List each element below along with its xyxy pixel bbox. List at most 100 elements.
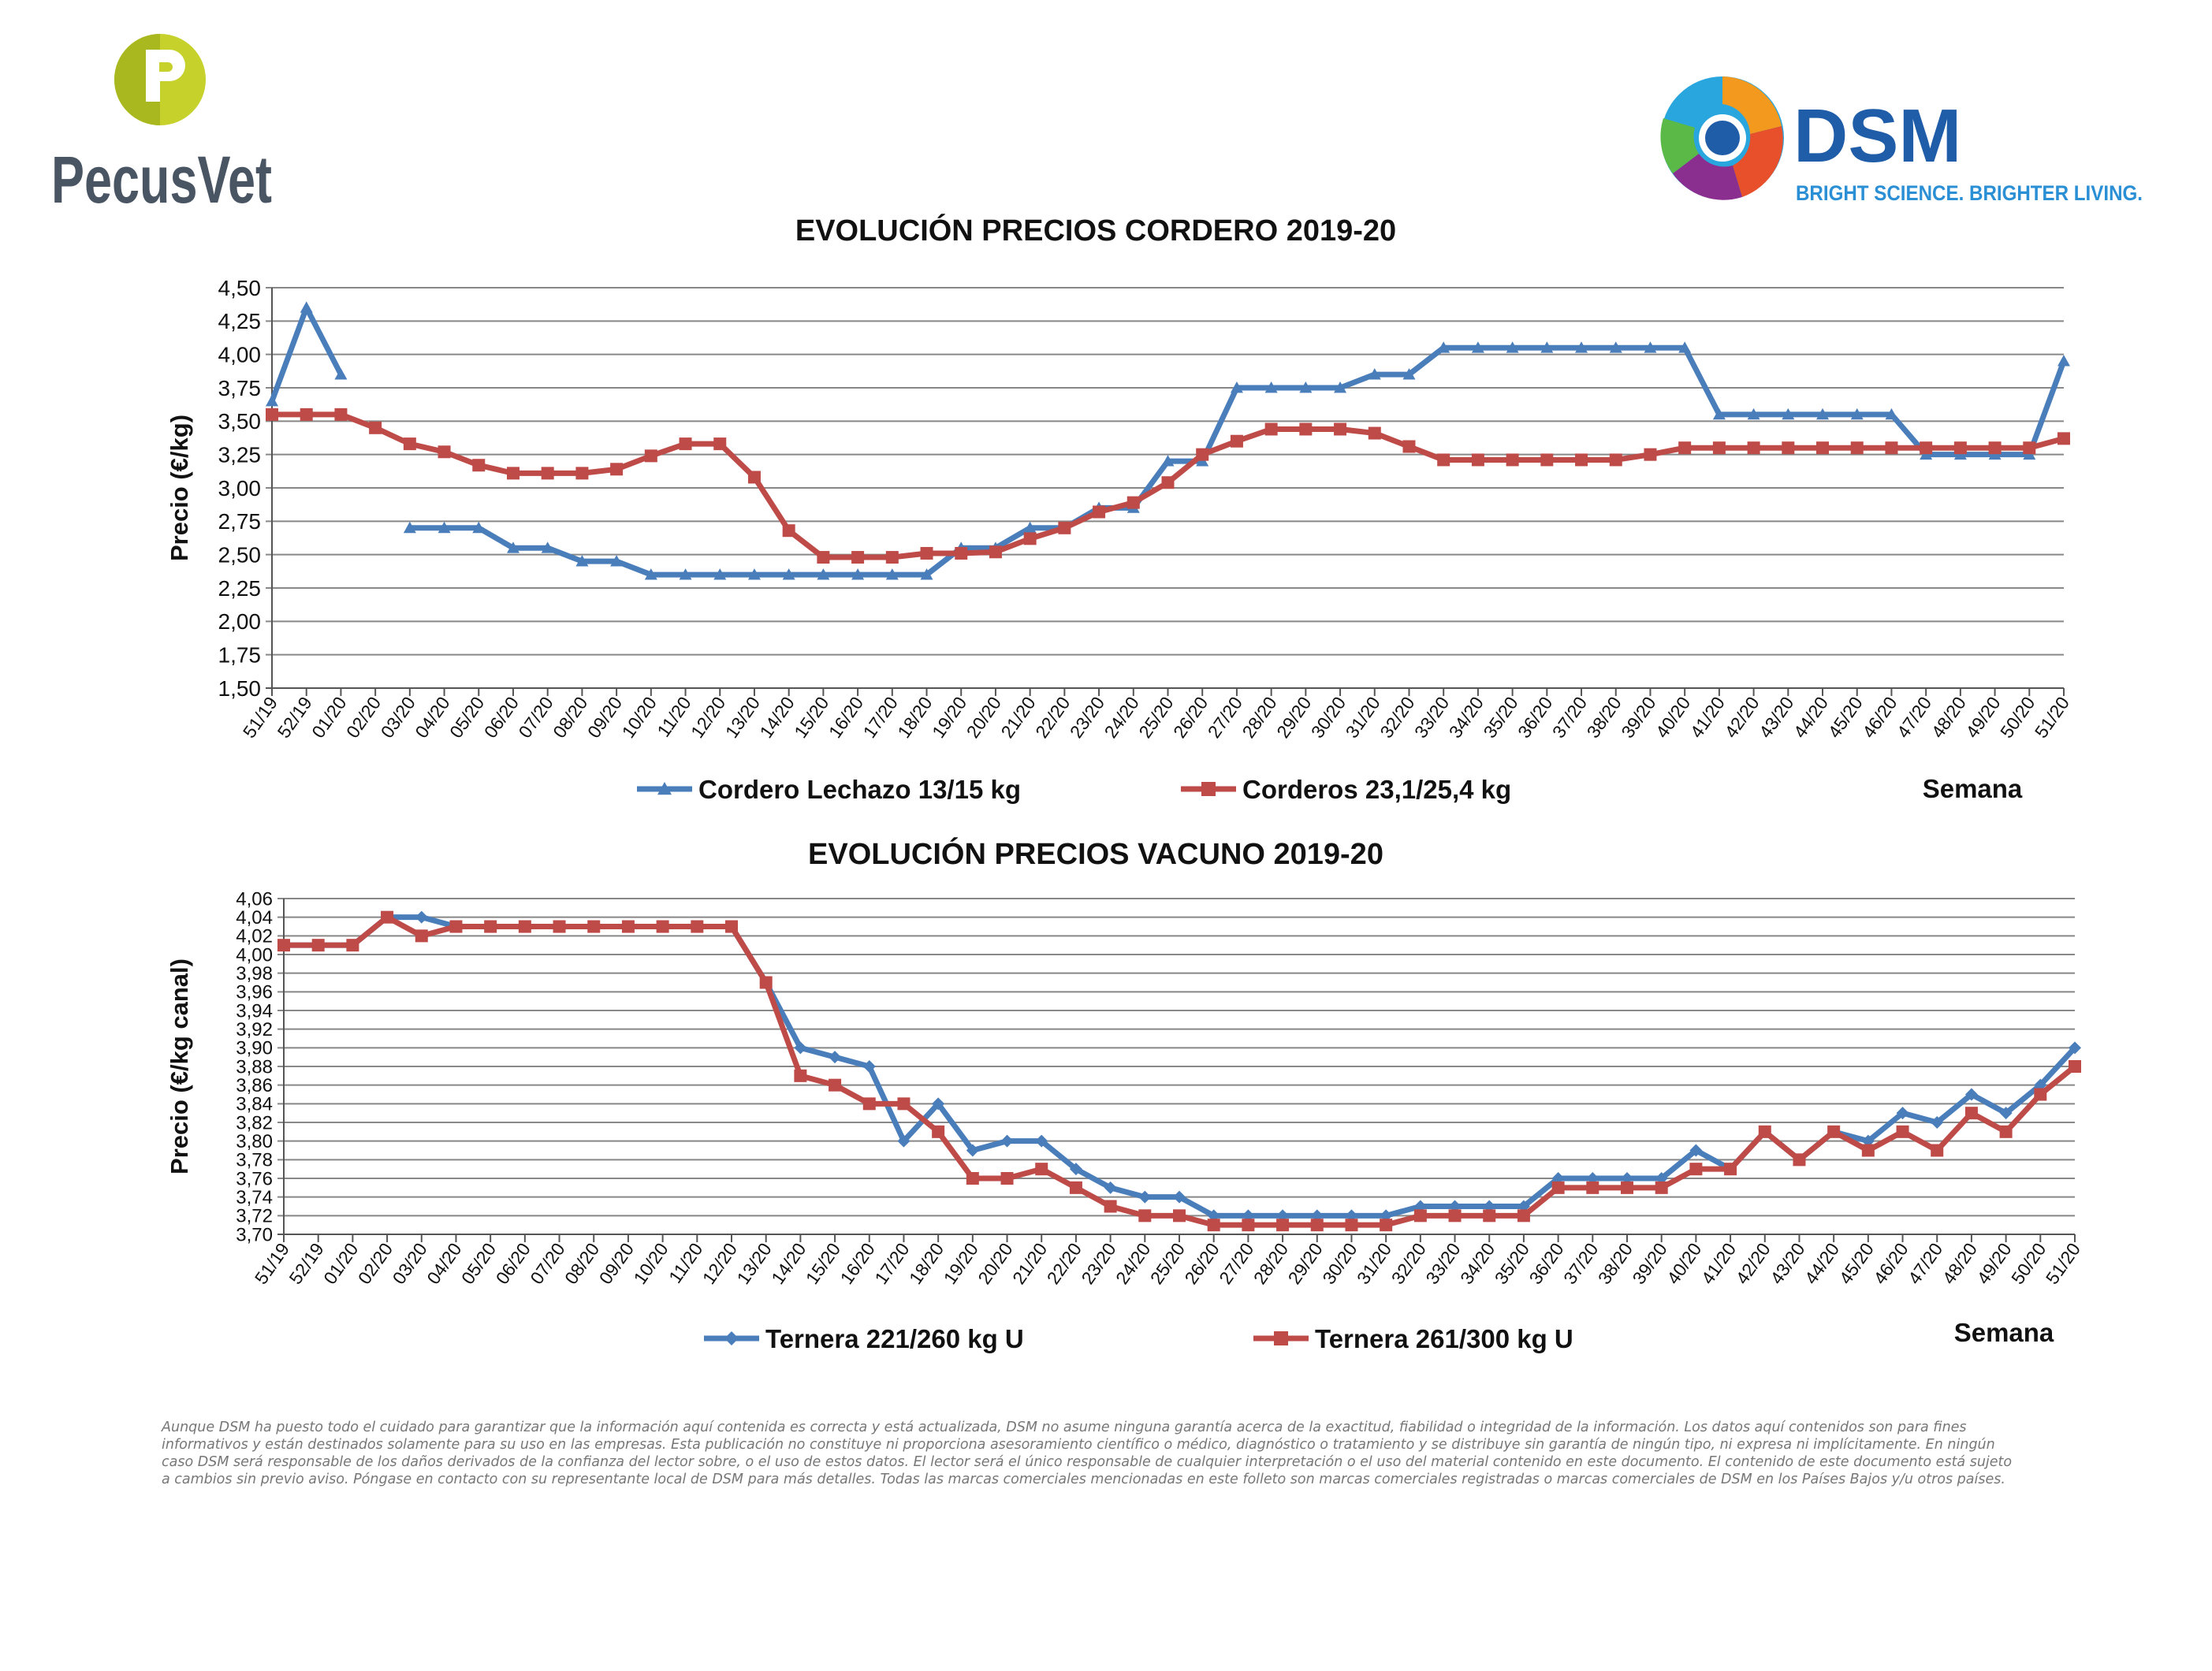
data-point (1264, 422, 1278, 436)
data-point (1035, 1134, 1048, 1148)
y-tick-label: 2,25 (218, 576, 262, 601)
data-point (1310, 1209, 1324, 1223)
data-point (679, 568, 692, 580)
data-point (2034, 1088, 2047, 1101)
x-tick-label: 21/20 (1008, 1239, 1051, 1288)
data-point (817, 568, 830, 580)
legend-marker (1201, 782, 1216, 796)
x-tick-label: 12/20 (687, 693, 729, 742)
data-point (1299, 381, 1313, 393)
data-point (955, 546, 968, 560)
legend-marker (1274, 1331, 1288, 1345)
data-point (1471, 453, 1484, 467)
data-point (506, 467, 519, 480)
data-point (541, 541, 554, 553)
data-point (1540, 341, 1554, 353)
data-point (1586, 1181, 1599, 1194)
y-tick-label: 4,02 (236, 926, 273, 947)
y-tick-label: 3,98 (236, 963, 273, 984)
y-tick-label: 3,72 (236, 1206, 273, 1227)
x-tick-label: 11/20 (653, 693, 695, 741)
data-point (1207, 1209, 1220, 1223)
y-tick-label: 3,50 (218, 409, 262, 434)
data-point (782, 524, 795, 538)
y-tick-label: 3,90 (236, 1038, 273, 1059)
data-point (1885, 408, 1898, 420)
x-tick-label: 48/20 (1927, 693, 1970, 742)
series-1 (266, 301, 2070, 580)
data-point (1069, 1181, 1082, 1194)
data-point (1334, 381, 1347, 393)
data-point (1712, 408, 1726, 420)
y-tick-label: 3,25 (218, 442, 262, 467)
data-point (1138, 1209, 1152, 1223)
x-tick-label: 41/20 (1686, 693, 1729, 742)
chart-title: EVOLUCIÓN PRECIOS VACUNO 2019-20 (808, 836, 1383, 871)
y-tick-label: 3,75 (218, 376, 262, 400)
x-tick-label: 11/20 (665, 1239, 706, 1287)
data-point (1540, 453, 1554, 467)
data-point (1506, 453, 1519, 467)
y-tick-label: 4,50 (218, 276, 262, 300)
data-point (2069, 1060, 2081, 1073)
x-tick-label: 02/20 (354, 1239, 397, 1288)
data-point (1885, 441, 1898, 455)
data-point (2057, 432, 2070, 445)
data-point (1093, 505, 1106, 519)
x-tick-label: 15/20 (790, 693, 832, 742)
data-point (1069, 1163, 1082, 1176)
x-tick-label: 17/20 (859, 693, 902, 742)
x-tick-label: 42/20 (1732, 1239, 1774, 1288)
x-axis-title: Semana (1923, 774, 2023, 803)
x-tick-label: 27/20 (1204, 693, 1246, 742)
data-point (610, 555, 624, 567)
data-point (885, 568, 899, 580)
data-point (1230, 434, 1243, 448)
data-point (449, 920, 463, 933)
x-tick-label: 41/20 (1697, 1239, 1740, 1288)
y-tick-label: 3,76 (236, 1168, 273, 1189)
x-tick-label: 44/20 (1789, 693, 1832, 742)
disclaimer-text: Aunque DSM ha puesto todo el cuidado par… (162, 1420, 2013, 1487)
data-point (1931, 1144, 1944, 1157)
x-tick-label: 38/20 (1583, 693, 1625, 742)
y-tick-label: 3,92 (236, 1019, 273, 1040)
data-point (1850, 408, 1864, 420)
data-point (1483, 1209, 1496, 1223)
data-point (932, 1097, 945, 1111)
data-point (1655, 1181, 1668, 1194)
data-point (1678, 341, 1692, 353)
x-tick-label: 25/20 (1134, 693, 1177, 742)
data-point (1609, 341, 1622, 353)
y-tick-label: 3,84 (236, 1094, 273, 1115)
data-point (1517, 1209, 1530, 1223)
data-point (381, 910, 394, 924)
data-point (1999, 1107, 2013, 1120)
x-tick-label: 17/20 (870, 1239, 913, 1288)
y-axis-title: Precio (€/kg canal) (166, 958, 193, 1174)
data-point (1276, 1219, 1290, 1232)
y-tick-label: 4,00 (236, 944, 273, 966)
data-point (1104, 1200, 1117, 1213)
data-point (1264, 381, 1278, 393)
data-point (300, 301, 313, 313)
series-2 (277, 910, 2081, 1232)
data-point (932, 1125, 945, 1138)
data-point (1380, 1209, 1393, 1223)
data-point (794, 1069, 807, 1082)
data-point (1173, 1209, 1186, 1223)
x-tick-label: 28/20 (1238, 693, 1280, 742)
x-tick-label: 10/20 (618, 693, 661, 742)
x-tick-label: 21/20 (996, 693, 1039, 742)
legend-marker (724, 1331, 739, 1345)
data-point (1345, 1219, 1358, 1232)
x-tick-label: 25/20 (1146, 1239, 1189, 1288)
x-tick-label: 45/20 (1824, 693, 1867, 742)
data-point (725, 920, 738, 933)
x-tick-label: 46/20 (1869, 1239, 1912, 1288)
data-point (1850, 441, 1864, 455)
data-point (334, 368, 348, 380)
x-tick-label: 51/20 (2031, 693, 2073, 742)
x-tick-label: 13/20 (721, 693, 764, 742)
dsm-wordmark: DSM (1793, 94, 1961, 178)
